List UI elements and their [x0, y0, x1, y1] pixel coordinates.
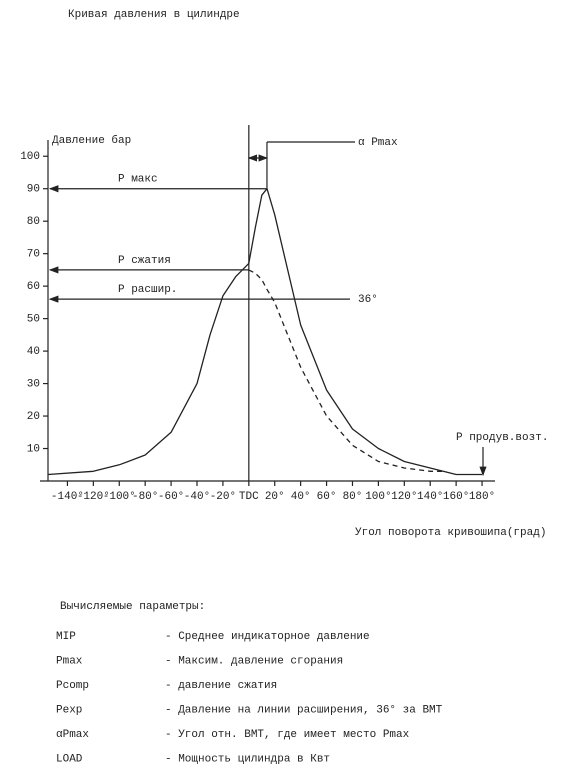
x-tick-label: 180°	[469, 491, 495, 503]
y-tick-label: 100	[20, 151, 40, 163]
param-code: Pmax	[56, 655, 83, 667]
x-tick-label: -60°	[158, 491, 184, 503]
y-tick-label: 40	[27, 346, 40, 358]
x-tick-label: TDC	[239, 491, 259, 503]
y-tick-label: 30	[27, 378, 40, 390]
x-tick-label: 60°	[317, 491, 337, 503]
param-desc: - Давление на линии расширения, 36° за В…	[165, 704, 443, 716]
x-tick-label: 20°	[265, 491, 285, 503]
param-desc: - Среднее индикаторное давление	[165, 631, 370, 643]
x-tick-label: -80°	[132, 491, 158, 503]
page-title: Кривая давления в цилиндре	[68, 9, 240, 21]
x-tick-label: 140°	[417, 491, 443, 503]
x-tick-label: -140°	[51, 491, 84, 503]
y-tick-label: 90	[27, 184, 40, 196]
param-desc: - Мощность цилиндра в Квт	[165, 753, 330, 765]
param-code: Pexp	[56, 704, 82, 716]
x-tick-label: 120°	[391, 491, 417, 503]
x-tick-label: -100°	[103, 491, 136, 503]
x-tick-label: 40°	[291, 491, 311, 503]
y-axis-label: Давление бар	[52, 134, 131, 147]
annotation-note: 36°	[358, 294, 378, 306]
scavenge-label: P продув.возт.	[456, 432, 548, 444]
pressure-curve	[248, 269, 444, 472]
annotation-label: P расшир.	[118, 284, 177, 296]
x-axis-label: Угол поворота кривошипа(град)	[355, 527, 546, 539]
params-title: Вычисляемые параметры:	[60, 601, 205, 613]
param-code: αPmax	[56, 729, 89, 741]
y-tick-label: 50	[27, 314, 40, 326]
x-tick-label: -120°	[77, 491, 110, 503]
x-tick-label: -40°	[184, 491, 210, 503]
y-tick-label: 80	[27, 216, 40, 228]
pressure-curve	[47, 188, 482, 476]
param-code: Pcomp	[56, 680, 89, 692]
x-tick-label: 100°	[365, 491, 391, 503]
x-tick-label: 80°	[343, 491, 363, 503]
annotation-label: P сжатия	[118, 255, 171, 267]
param-desc: - давление сжатия	[165, 680, 277, 692]
y-tick-label: 70	[27, 249, 40, 261]
peak-label: α Pmax	[358, 137, 398, 149]
param-desc: - Максим. давление сгорания	[165, 655, 343, 667]
param-desc: - Угол отн. ВМТ, где имеет место Pmax	[165, 729, 410, 741]
y-tick-label: 20	[27, 411, 40, 423]
x-tick-label: 160°	[443, 491, 469, 503]
y-tick-label: 60	[27, 281, 40, 293]
y-tick-label: 10	[27, 443, 40, 455]
x-tick-label: -20°	[210, 491, 236, 503]
param-code: MIP	[56, 631, 76, 643]
annotation-label: P макс	[118, 174, 158, 186]
param-code: LOAD	[56, 753, 83, 765]
